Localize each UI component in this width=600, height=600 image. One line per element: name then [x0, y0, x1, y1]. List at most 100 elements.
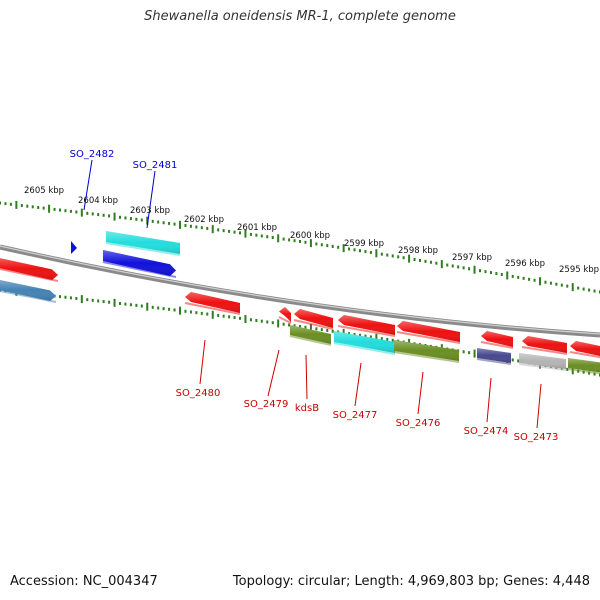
tick-mark — [239, 316, 241, 320]
tick-mark — [200, 226, 203, 230]
tick-mark — [4, 202, 7, 206]
kbp-label: 2597 kbp — [452, 253, 492, 263]
tick-mark — [577, 286, 580, 290]
tick-mark — [162, 221, 165, 225]
tick-mark — [211, 310, 214, 319]
tick-mark — [593, 372, 596, 376]
map-title: Shewanella oneidensis MR-1, complete gen… — [144, 9, 456, 24]
tick-mark — [86, 211, 89, 215]
tick-mark — [511, 358, 514, 362]
tick-mark — [293, 324, 296, 328]
tick-mark — [119, 215, 121, 219]
tick-mark — [566, 284, 569, 288]
tick-mark — [64, 209, 67, 213]
tick-mark — [26, 204, 29, 208]
gene-feature-edge — [393, 351, 460, 363]
gene-feature-edge — [480, 341, 514, 349]
tick-mark — [588, 371, 591, 375]
kbp-label: 2603 kbp — [130, 206, 170, 216]
gene-feature-shading — [106, 231, 180, 254]
tick-mark — [282, 237, 285, 241]
tick-mark — [233, 316, 236, 320]
label-leader-line — [486, 377, 492, 423]
gene-feature-shading — [481, 331, 513, 347]
tick-mark — [168, 221, 171, 225]
tick-mark — [331, 244, 334, 248]
tick-mark — [80, 208, 83, 217]
tick-mark — [582, 287, 585, 291]
tick-mark — [549, 281, 552, 285]
tick-mark — [184, 224, 187, 228]
gene-feature-shading — [185, 292, 240, 313]
tick-mark — [369, 335, 372, 339]
tick-mark — [266, 320, 269, 324]
tick-mark — [129, 303, 132, 307]
tick-mark — [479, 269, 481, 273]
tick-mark — [206, 312, 209, 316]
gene-label: SO_2476 — [396, 418, 441, 429]
tick-mark — [135, 217, 138, 221]
tick-mark — [462, 350, 465, 354]
label-leader-line — [305, 354, 308, 400]
gene-feature-shading — [397, 321, 460, 342]
tick-mark — [364, 334, 367, 338]
tick-mark — [299, 325, 301, 328]
tick-mark — [440, 260, 443, 269]
tick-mark — [233, 230, 236, 234]
tick-mark — [206, 226, 209, 230]
gene-feature-edge — [293, 319, 334, 330]
gene-feature-edge — [569, 351, 600, 359]
tick-mark — [260, 234, 263, 238]
gene-feature-shading — [279, 307, 291, 322]
kbp-label: 2604 kbp — [78, 196, 118, 206]
genome-backbone-highlight — [0, 245, 600, 335]
tick-mark — [533, 278, 536, 282]
gene-feature-edge — [518, 363, 567, 371]
tick-mark — [0, 201, 1, 205]
tick-mark — [288, 323, 291, 327]
tick-mark — [359, 249, 361, 253]
tick-mark — [15, 200, 18, 209]
tick-mark — [184, 309, 187, 313]
tick-mark — [342, 244, 345, 253]
gene-feature — [71, 241, 77, 254]
tick-mark — [146, 302, 149, 311]
tick-mark — [282, 322, 285, 326]
tick-mark — [500, 272, 503, 276]
gene-feature-edge — [333, 342, 396, 355]
gene-feature-shading — [0, 280, 56, 301]
tick-mark — [102, 213, 105, 217]
tick-mark — [20, 204, 23, 208]
tick-mark — [419, 258, 421, 262]
tick-mark — [69, 209, 72, 213]
tick-mark — [429, 260, 432, 264]
gene-feature-edge — [278, 316, 292, 324]
tick-mark — [113, 298, 116, 307]
tick-mark — [168, 307, 171, 311]
label-leader-line — [83, 159, 93, 211]
tick-mark — [473, 265, 476, 274]
tick-mark — [53, 207, 56, 211]
tick-mark — [320, 243, 323, 247]
tick-mark — [189, 310, 192, 314]
gene-label: SO_2480 — [176, 388, 221, 399]
tick-mark — [64, 295, 67, 299]
tick-mark — [391, 338, 394, 342]
tick-mark — [157, 220, 160, 224]
gene-feature-shading — [568, 358, 600, 373]
tick-mark — [293, 239, 296, 243]
tick-mark — [260, 319, 263, 323]
gene-label: SO_2473 — [514, 432, 559, 443]
tick-mark — [315, 327, 318, 331]
tick-mark — [249, 318, 252, 322]
gene-label: kdsB — [295, 403, 319, 414]
gene-feature-shading — [570, 341, 600, 356]
tick-mark — [375, 249, 378, 258]
tick-mark — [140, 218, 143, 222]
genome-summary: Topology: circular; Length: 4,969,803 bp… — [232, 574, 590, 589]
tick-mark — [69, 296, 72, 300]
tick-mark — [31, 205, 34, 209]
tick-mark — [91, 212, 94, 216]
tick-mark — [200, 311, 203, 315]
gene-label: SO_2481 — [133, 160, 178, 171]
